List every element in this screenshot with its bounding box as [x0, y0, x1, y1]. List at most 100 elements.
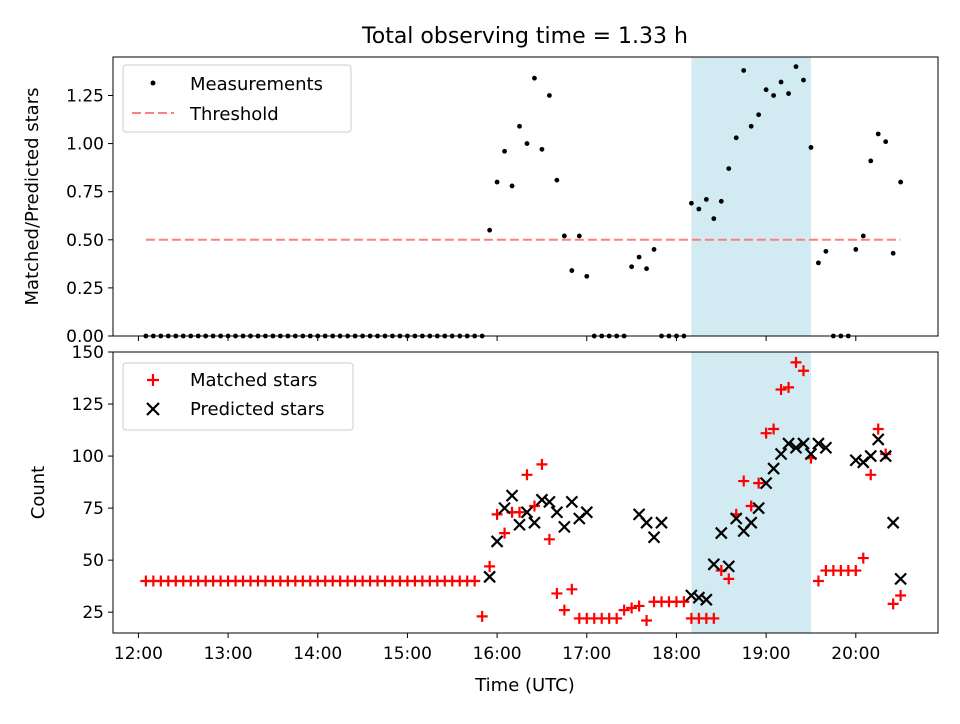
- measurement-point: [898, 179, 904, 185]
- measurement-point: [860, 233, 866, 239]
- predicted-star-point: [886, 516, 900, 529]
- matched-star-point: [850, 565, 862, 577]
- measurement-point: [748, 123, 754, 129]
- bottom-y-axis-label: Count: [28, 466, 49, 519]
- predicted-star-point: [520, 505, 534, 519]
- measurement-point: [703, 196, 709, 202]
- matched-star-point: [872, 423, 884, 435]
- measurement-point: [726, 166, 732, 172]
- legend-matched-label: Matched stars: [190, 370, 317, 391]
- measurement-point: [816, 260, 821, 266]
- x-axis-label: Time (UTC): [474, 675, 575, 696]
- matched-star-point: [895, 590, 907, 602]
- measurement-point: [890, 250, 896, 256]
- measurement-point: [883, 139, 889, 145]
- x-tick-label: 19:00: [742, 644, 791, 664]
- predicted-star-point: [550, 505, 564, 519]
- bottom-y-tick-label: 125: [72, 395, 104, 415]
- top-panel: 0.00 0.25 0.50 0.75 1.00 1.25 Matched/Predict…: [22, 56, 939, 347]
- measurement-point: [808, 145, 814, 150]
- predicted-star-point: [715, 526, 728, 540]
- top-plot-frame: [112, 56, 939, 337]
- bottom-y-tick-label: 50: [82, 551, 104, 571]
- measurement-point: [696, 206, 702, 212]
- measurement-point: [576, 233, 582, 239]
- measurement-point: [875, 131, 881, 137]
- matched-star-point: [528, 500, 540, 512]
- matched-star-point: [775, 383, 787, 395]
- matched-star-point: [514, 506, 526, 518]
- predicted-star-point: [513, 518, 526, 532]
- matched-star-point: [812, 575, 824, 587]
- measurement-point: [771, 93, 776, 98]
- top-y-axis-label: Matched/Predicted stars: [22, 88, 43, 306]
- matched-star-point: [887, 598, 899, 610]
- matched-star-point: [469, 575, 481, 587]
- bottom-y-tick-label: 100: [72, 447, 104, 467]
- matched-star-point: [566, 583, 578, 595]
- measurement-point: [651, 247, 657, 252]
- matched-star-point: [738, 475, 750, 487]
- matched-star-point: [499, 527, 511, 539]
- predicted-star-point: [707, 558, 721, 571]
- matched-star-point: [753, 477, 765, 489]
- x-tick-label: 17:00: [562, 644, 611, 664]
- measurement-point: [763, 87, 769, 93]
- predicted-star-point: [871, 433, 885, 446]
- bottom-y-tick-label: 25: [82, 603, 104, 623]
- predicted-star-point: [767, 462, 780, 475]
- matched-star-point: [865, 469, 877, 481]
- matched-star-point: [558, 604, 570, 616]
- predicted-star-point: [685, 589, 698, 602]
- matched-star-point: [618, 604, 630, 616]
- measurement-point: [688, 200, 694, 206]
- x-tick-label: 15:00: [383, 644, 432, 664]
- predicted-star-point: [789, 441, 803, 455]
- predicted-star-point: [483, 570, 496, 584]
- legend-matched-marker: [147, 374, 159, 386]
- predicted-star-point: [774, 447, 788, 461]
- matched-star-point: [678, 596, 690, 608]
- predicted-star-point: [744, 516, 758, 529]
- predicted-star-point: [543, 495, 556, 509]
- measurement-point: [509, 183, 515, 189]
- predicted-star-point: [752, 501, 765, 515]
- predicted-star-point: [729, 512, 743, 525]
- top-legend-box: [122, 64, 352, 133]
- matched-stars-series: [140, 356, 907, 627]
- predicted-star-point: [849, 453, 863, 467]
- measurement-point: [853, 247, 859, 252]
- matched-star-point: [543, 533, 555, 545]
- matched-star-point: [790, 356, 802, 368]
- measurement-point: [532, 75, 537, 81]
- predicted-star-point: [804, 447, 818, 461]
- measurement-point: [868, 158, 874, 164]
- bottom-plot-frame: [112, 351, 939, 634]
- top-y-tick-label: 1.25: [66, 86, 104, 106]
- predicted-star-point: [498, 501, 511, 515]
- measurement-point: [561, 233, 567, 239]
- matched-star-point: [491, 508, 503, 520]
- predicted-star-point: [655, 516, 668, 529]
- predicted-star-point: [505, 489, 519, 502]
- matched-star-point: [797, 365, 809, 377]
- measurement-point: [569, 268, 575, 273]
- predicted-star-point: [812, 437, 825, 450]
- matched-star-point: [521, 469, 533, 481]
- measurement-point: [629, 264, 635, 270]
- predicted-star-point: [647, 530, 661, 544]
- bottom-legend-box: [122, 362, 354, 431]
- predicted-star-point: [558, 520, 571, 534]
- legend-predicted-label: Predicted stars: [190, 399, 324, 420]
- measurement-point: [733, 135, 739, 141]
- measurement-point: [547, 93, 552, 98]
- measurement-point: [502, 148, 507, 154]
- matched-star-point: [708, 612, 720, 624]
- legend-predicted-marker: [146, 402, 160, 416]
- matched-star-point: [484, 560, 496, 572]
- matched-star-point: [626, 602, 638, 614]
- predicted-star-point: [535, 493, 549, 507]
- predicted-star-point: [692, 591, 706, 604]
- measurement-point: [718, 198, 724, 204]
